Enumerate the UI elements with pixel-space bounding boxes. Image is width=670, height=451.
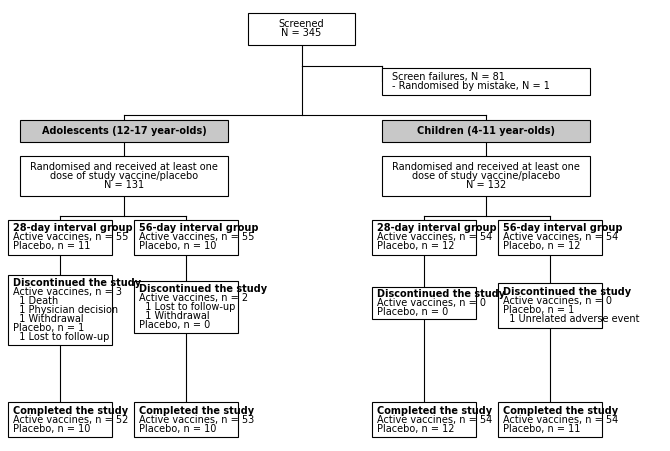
Text: 1 Withdrawal: 1 Withdrawal — [139, 311, 210, 321]
Text: Screen failures, N = 81: Screen failures, N = 81 — [392, 72, 505, 82]
Text: Active vaccines, n = 3: Active vaccines, n = 3 — [13, 287, 122, 297]
FancyBboxPatch shape — [8, 275, 112, 345]
Text: Placebo, n = 10: Placebo, n = 10 — [139, 424, 216, 434]
Text: Placebo, n = 10: Placebo, n = 10 — [13, 424, 90, 434]
Text: Placebo, n = 12: Placebo, n = 12 — [377, 241, 454, 251]
Text: Screened: Screened — [279, 19, 324, 29]
Text: 1 Withdrawal: 1 Withdrawal — [13, 314, 84, 324]
Text: 1 Lost to follow-up: 1 Lost to follow-up — [139, 302, 236, 312]
Text: Active vaccines, n = 0: Active vaccines, n = 0 — [377, 298, 486, 308]
FancyBboxPatch shape — [134, 220, 238, 255]
Text: Completed the study: Completed the study — [377, 406, 492, 416]
FancyBboxPatch shape — [498, 220, 602, 255]
FancyBboxPatch shape — [382, 156, 590, 196]
Text: Discontinued the study: Discontinued the study — [13, 278, 141, 288]
Text: Placebo, n = 1: Placebo, n = 1 — [503, 305, 574, 315]
Text: Randomised and received at least one: Randomised and received at least one — [392, 162, 580, 172]
Text: Discontinued the study: Discontinued the study — [139, 284, 267, 294]
Text: 1 Death: 1 Death — [13, 296, 58, 306]
Text: Active vaccines, n = 52: Active vaccines, n = 52 — [13, 415, 129, 425]
FancyBboxPatch shape — [372, 287, 476, 319]
Text: N = 132: N = 132 — [466, 180, 506, 190]
Text: 28-day interval group: 28-day interval group — [377, 223, 496, 233]
Text: - Randomised by mistake, N = 1: - Randomised by mistake, N = 1 — [392, 81, 550, 91]
Text: Discontinued the study: Discontinued the study — [503, 287, 631, 297]
Text: Children (4-11 year-olds): Children (4-11 year-olds) — [417, 126, 555, 136]
Text: Placebo, n = 12: Placebo, n = 12 — [503, 241, 580, 251]
Text: Discontinued the study: Discontinued the study — [377, 289, 505, 299]
Text: 56-day interval group: 56-day interval group — [139, 223, 259, 233]
Text: N = 131: N = 131 — [104, 180, 144, 190]
Text: N = 345: N = 345 — [281, 28, 322, 38]
FancyBboxPatch shape — [498, 283, 602, 328]
Text: Placebo, n = 10: Placebo, n = 10 — [139, 241, 216, 251]
FancyBboxPatch shape — [372, 402, 476, 437]
Text: Randomised and received at least one: Randomised and received at least one — [30, 162, 218, 172]
Text: Completed the study: Completed the study — [13, 406, 129, 416]
Text: Placebo, n = 11: Placebo, n = 11 — [503, 424, 580, 434]
FancyBboxPatch shape — [382, 120, 590, 142]
Text: Active vaccines, n = 55: Active vaccines, n = 55 — [13, 232, 129, 242]
Text: dose of study vaccine/placebo: dose of study vaccine/placebo — [411, 171, 560, 181]
Text: dose of study vaccine/placebo: dose of study vaccine/placebo — [50, 171, 198, 181]
FancyBboxPatch shape — [8, 402, 112, 437]
Text: Completed the study: Completed the study — [139, 406, 255, 416]
Text: 28-day interval group: 28-day interval group — [13, 223, 133, 233]
Text: Placebo, n = 0: Placebo, n = 0 — [377, 307, 448, 317]
FancyBboxPatch shape — [20, 120, 228, 142]
Text: Placebo, n = 11: Placebo, n = 11 — [13, 241, 90, 251]
Text: Active vaccines, n = 53: Active vaccines, n = 53 — [139, 415, 255, 425]
Text: 1 Physician decision: 1 Physician decision — [13, 305, 119, 315]
Text: Active vaccines, n = 54: Active vaccines, n = 54 — [377, 232, 492, 242]
FancyBboxPatch shape — [498, 402, 602, 437]
FancyBboxPatch shape — [248, 13, 355, 45]
Text: Placebo, n = 0: Placebo, n = 0 — [139, 320, 210, 330]
FancyBboxPatch shape — [8, 220, 112, 255]
Text: Active vaccines, n = 2: Active vaccines, n = 2 — [139, 293, 249, 303]
FancyBboxPatch shape — [134, 281, 238, 333]
FancyBboxPatch shape — [382, 68, 590, 95]
Text: Active vaccines, n = 54: Active vaccines, n = 54 — [377, 415, 492, 425]
Text: Placebo, n = 12: Placebo, n = 12 — [377, 424, 454, 434]
Text: Active vaccines, n = 0: Active vaccines, n = 0 — [503, 296, 612, 306]
Text: Completed the study: Completed the study — [503, 406, 618, 416]
Text: Adolescents (12-17 year-olds): Adolescents (12-17 year-olds) — [42, 126, 206, 136]
Text: 1 Lost to follow-up: 1 Lost to follow-up — [13, 332, 110, 342]
Text: Active vaccines, n = 55: Active vaccines, n = 55 — [139, 232, 255, 242]
FancyBboxPatch shape — [372, 220, 476, 255]
Text: Active vaccines, n = 54: Active vaccines, n = 54 — [503, 232, 618, 242]
FancyBboxPatch shape — [20, 156, 228, 196]
Text: 1 Unrelated adverse event: 1 Unrelated adverse event — [503, 314, 639, 324]
FancyBboxPatch shape — [134, 402, 238, 437]
Text: Placebo, n = 1: Placebo, n = 1 — [13, 323, 84, 333]
Text: 56-day interval group: 56-day interval group — [503, 223, 622, 233]
Text: Active vaccines, n = 54: Active vaccines, n = 54 — [503, 415, 618, 425]
